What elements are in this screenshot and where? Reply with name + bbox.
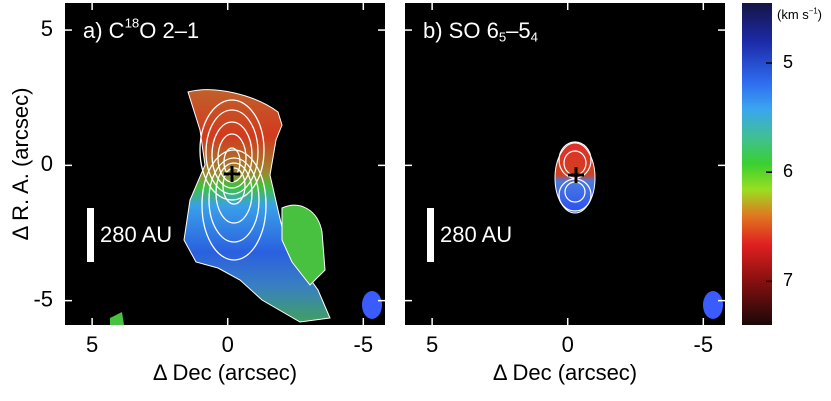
scale-bar [87, 208, 94, 262]
beam [703, 291, 723, 319]
source-marker [224, 166, 240, 182]
x-tick-label: 0 [562, 332, 574, 357]
colorbar-tick-label: 7 [783, 270, 793, 290]
emission-arm [281, 204, 326, 286]
source-marker [568, 167, 584, 183]
label-part: a) C [83, 18, 125, 43]
contours [199, 99, 267, 261]
colorbar-tick-label: 5 [783, 52, 793, 72]
x-tick-label: 5 [86, 332, 98, 357]
y-axis-label: Δ R. A. (arcsec) [8, 88, 33, 241]
emission-patch [110, 312, 124, 325]
x-axis-label: Δ Dec (arcsec) [493, 360, 637, 385]
label-part: −1 [809, 7, 818, 16]
label: b) SO 65​–54​ [423, 18, 538, 45]
label-part: (km s [777, 7, 809, 22]
beam [362, 291, 382, 319]
x-axis-label: Δ Dec (arcsec) [153, 360, 297, 385]
label-part: 18 [125, 16, 140, 31]
label: (km s−1​) [777, 7, 822, 23]
x-tick-label: 0 [222, 332, 234, 357]
y-tick-label: -5 [33, 286, 53, 311]
scale-label: 280 AU [440, 222, 512, 247]
label-part: O 2–1 [139, 18, 199, 43]
colorbar [742, 3, 772, 325]
label-part: 5 [499, 30, 506, 45]
x-tick-label: 5 [426, 332, 438, 357]
label-part: 4 [531, 30, 538, 45]
label-part: –5 [506, 18, 530, 43]
label-part: ) [818, 7, 822, 22]
x-tick-label: -5 [354, 332, 374, 357]
y-tick-label: 5 [41, 16, 53, 41]
label-part: b) SO 6 [423, 18, 499, 43]
x-tick-label: -5 [694, 332, 714, 357]
scale-bar [427, 208, 434, 262]
y-tick-label: 0 [41, 151, 53, 176]
scale-label: 280 AU [100, 222, 172, 247]
colorbar-tick-label: 6 [783, 161, 793, 181]
label: a) C18​O 2–1 [83, 16, 199, 43]
